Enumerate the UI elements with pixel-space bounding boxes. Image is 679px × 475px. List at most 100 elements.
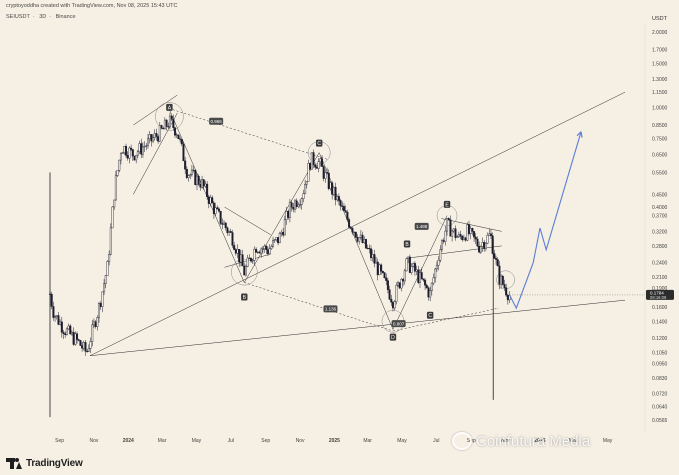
candle-body <box>192 169 195 171</box>
candle-body <box>282 231 285 236</box>
candle-body <box>422 278 425 281</box>
candle-body <box>304 184 307 194</box>
candle-body <box>201 179 204 188</box>
candle-body <box>256 251 259 253</box>
projection-path <box>509 131 583 310</box>
projection-arrowhead <box>576 131 583 138</box>
candle-body <box>265 245 268 251</box>
candle-body <box>108 254 111 262</box>
candle-body <box>403 270 406 282</box>
candle-body <box>60 321 63 333</box>
candle-body <box>157 136 160 142</box>
candle-body <box>310 152 313 170</box>
candle-body <box>241 254 244 267</box>
candle-body <box>388 289 391 300</box>
candle-body <box>461 236 464 240</box>
ratio-label-box <box>414 222 429 230</box>
candle-body <box>331 182 334 195</box>
candle-body <box>141 146 144 155</box>
candle-body <box>498 265 501 285</box>
candle-body <box>70 332 73 335</box>
candle-body <box>489 233 492 236</box>
candle-body <box>292 206 295 210</box>
candle-body <box>471 228 474 232</box>
y-tick-label: 0.2800 <box>652 244 668 250</box>
candle-body <box>356 237 359 242</box>
tradingview-brand-text: TradingView <box>26 458 83 469</box>
candle-body <box>152 137 155 142</box>
watermark-text: Coinfutura Media <box>476 432 591 450</box>
candle-body <box>273 239 276 241</box>
candle-body <box>224 222 227 229</box>
candle-body <box>319 158 322 162</box>
candle-body <box>473 231 476 238</box>
candle-body <box>393 301 396 309</box>
trendline <box>441 218 502 232</box>
trendlines <box>89 91 626 356</box>
candle-body <box>419 272 422 283</box>
candle-body <box>87 348 90 352</box>
candle-body <box>76 333 79 340</box>
candle-body <box>454 228 457 238</box>
candle-body <box>163 119 166 129</box>
candle-body <box>64 333 67 335</box>
x-tick-label: Mar <box>569 438 578 444</box>
candle-body <box>456 236 459 238</box>
candle-body <box>158 125 161 142</box>
y-tick-label: 0.4500 <box>652 192 668 198</box>
candle-body <box>449 219 452 237</box>
candle-body <box>381 270 384 273</box>
candle-body <box>452 228 455 232</box>
candle-body <box>435 264 438 270</box>
x-tick-label: Sep <box>261 438 270 444</box>
candle-body <box>219 210 222 224</box>
candle-body <box>413 263 416 272</box>
trendline <box>392 307 499 332</box>
ratio-label-box <box>209 117 224 125</box>
timeframe[interactable]: 3D <box>39 14 47 20</box>
candle-body <box>375 261 378 264</box>
candle-body <box>162 128 165 130</box>
candle-body <box>179 138 182 140</box>
y-tick-label: 0.6500 <box>652 152 668 158</box>
candle-body <box>402 279 405 282</box>
x-tick-label: Nov <box>89 438 98 444</box>
y-tick-label: 2.0000 <box>652 30 668 36</box>
x-tick-label: 2026 <box>534 438 545 444</box>
y-tick-label: 0.3200 <box>652 229 668 235</box>
candle-body <box>287 210 290 218</box>
candle-body <box>337 196 340 201</box>
y-tick-label: 0.7500 <box>652 137 668 143</box>
candle-body <box>109 227 112 255</box>
tradingview-logo[interactable]: TradingView <box>6 458 83 469</box>
candle-body <box>172 119 175 128</box>
candle-body <box>462 237 465 240</box>
y-tick-label: 0.0565 <box>652 418 668 424</box>
candle-body <box>309 163 312 170</box>
candle-body <box>500 275 503 285</box>
trendline <box>89 91 626 356</box>
trendline <box>89 299 626 356</box>
candle-body <box>67 325 70 330</box>
candle-body <box>185 169 188 178</box>
candle-body <box>243 265 246 276</box>
candle-body <box>364 239 367 249</box>
candle-body <box>278 233 281 244</box>
symbol-name[interactable]: SEIUSDT <box>6 14 30 20</box>
wave-label-box <box>443 200 451 208</box>
candle-body <box>106 261 109 276</box>
candle-body <box>439 249 442 261</box>
candle-body <box>395 285 398 302</box>
candle-body <box>136 151 139 156</box>
candle-body <box>138 143 141 152</box>
candle-body <box>184 160 187 170</box>
candle-body <box>123 146 126 153</box>
y-tick-label: 0.4000 <box>652 205 668 211</box>
candle-body <box>295 200 298 207</box>
candle-body <box>344 210 347 213</box>
ratio-label: 0.807 <box>393 321 405 326</box>
candle-body <box>266 249 269 254</box>
candlesticks <box>49 112 511 418</box>
candle-body <box>457 234 460 237</box>
